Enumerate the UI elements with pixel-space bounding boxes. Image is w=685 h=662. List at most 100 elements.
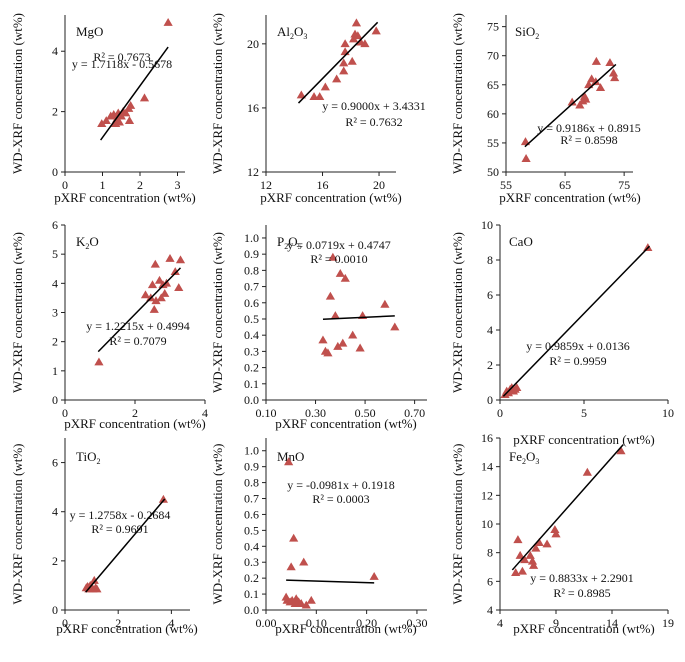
x-tick-label: 5 (581, 406, 587, 420)
data-point (587, 74, 597, 83)
y-tick-label: 4 (52, 276, 58, 290)
data-point (92, 584, 102, 593)
y-tick-label: 2 (52, 554, 58, 568)
y-tick-label: 12 (481, 488, 493, 502)
data-point (335, 269, 345, 277)
data-point (339, 66, 349, 75)
y-tick-label: 0.3 (244, 555, 259, 569)
data-point (150, 259, 160, 268)
y-tick-label: 0.9 (244, 460, 259, 474)
data-point (347, 56, 357, 65)
y-tick-label: 8 (487, 546, 493, 560)
y-axis-label: WD-XRF concentration (wt%) (10, 232, 25, 393)
data-point (390, 322, 400, 331)
y-tick-label: 65 (487, 78, 499, 92)
y-axis-label: WD-XRF concentration (wt%) (450, 232, 465, 393)
y-tick-label: 0.3 (244, 344, 259, 358)
data-point (101, 116, 111, 124)
x-axis-label: pXRF concentration (wt%) (64, 416, 206, 431)
y-tick-label: 4 (487, 603, 493, 617)
regression-equation: y = 1.7118x - 0.5678 (72, 57, 172, 71)
panel-title: MnO (277, 449, 304, 464)
data-point (121, 108, 131, 117)
y-tick-label: 0 (52, 603, 58, 617)
x-tick-label: 0.20 (356, 616, 377, 630)
y-tick-label: 6 (52, 456, 58, 470)
y-tick-label: 16 (481, 431, 493, 445)
r-squared: R² = 0.8985 (553, 586, 610, 600)
y-tick-label: 8 (487, 253, 493, 267)
data-point (616, 446, 626, 455)
y-tick-label: 14 (481, 460, 493, 474)
data-point (151, 296, 161, 305)
y-tick-label: 0.8 (244, 263, 259, 277)
y-tick-label: 0.4 (244, 539, 259, 553)
data-point (340, 273, 350, 282)
y-tick-label: 0.2 (244, 571, 259, 585)
r-squared: R² = 0.9691 (91, 522, 148, 536)
y-tick-label: 75 (487, 20, 499, 34)
panel-title: P2O5 (277, 234, 302, 251)
data-point (595, 83, 606, 91)
data-point (513, 535, 523, 544)
data-point (531, 543, 541, 552)
x-tick-label: 1 (100, 178, 106, 192)
data-point (520, 555, 530, 564)
y-tick-label: 0.7 (244, 280, 259, 294)
data-point (170, 267, 180, 275)
regression-equation: y = 0.0719x + 0.4747 (287, 238, 391, 252)
panel-title: MgO (76, 24, 103, 39)
y-tick-label: 0 (52, 165, 58, 179)
y-tick-label: 0.8 (244, 476, 259, 490)
y-axis-label: WD-XRF concentration (wt%) (10, 13, 25, 174)
data-point (323, 348, 333, 357)
data-point (340, 39, 350, 48)
data-point (165, 253, 175, 262)
x-tick-label: 0 (62, 616, 68, 630)
trend-line (85, 498, 166, 593)
data-point (163, 17, 173, 26)
data-point (582, 467, 592, 476)
x-tick-label: 0.00 (256, 616, 277, 630)
data-point (338, 338, 348, 347)
data-point (289, 533, 299, 542)
data-point (353, 31, 363, 40)
data-point (94, 357, 104, 366)
x-tick-label: 0.30 (406, 616, 427, 630)
data-point (550, 525, 560, 534)
x-axis-label: pXRF concentration (wt%) (54, 190, 196, 205)
y-tick-label: 0.6 (244, 296, 259, 310)
panel-title: CaO (509, 234, 533, 249)
trend-line (502, 245, 651, 397)
data-point (351, 18, 362, 27)
data-point (380, 299, 390, 308)
y-tick-label: 1 (52, 364, 58, 378)
y-tick-label: 50 (487, 165, 499, 179)
y-tick-label: 4 (52, 44, 58, 58)
y-tick-label: 10 (481, 218, 493, 232)
trend-line (511, 444, 624, 571)
data-point (581, 94, 591, 103)
chart-panel-8: 0.00 0.10 0.20 0.30 0.0 0.1 0.2 0.3 0.4 0.5 0.60.7… (210, 438, 427, 636)
y-tick-label: 20 (247, 37, 259, 51)
y-tick-label: 3 (52, 306, 58, 320)
data-point (328, 252, 338, 261)
data-point (527, 556, 538, 565)
data-point (591, 56, 601, 65)
y-tick-label: 4 (52, 505, 58, 519)
x-tick-label: 2 (132, 406, 138, 420)
x-tick-label: 0.10 (306, 616, 327, 630)
trend-line (97, 267, 182, 353)
x-tick-label: 0 (62, 178, 68, 192)
data-point (349, 34, 359, 43)
y-tick-label: 1.0 (244, 444, 259, 458)
y-tick-label: 2 (52, 105, 58, 119)
regression-equation: y = 0.8833x + 2.2901 (530, 571, 634, 585)
x-axis-label: pXRF concentration (wt%) (499, 190, 641, 205)
regression-equation: y = 0.9859x + 0.0136 (526, 339, 630, 353)
